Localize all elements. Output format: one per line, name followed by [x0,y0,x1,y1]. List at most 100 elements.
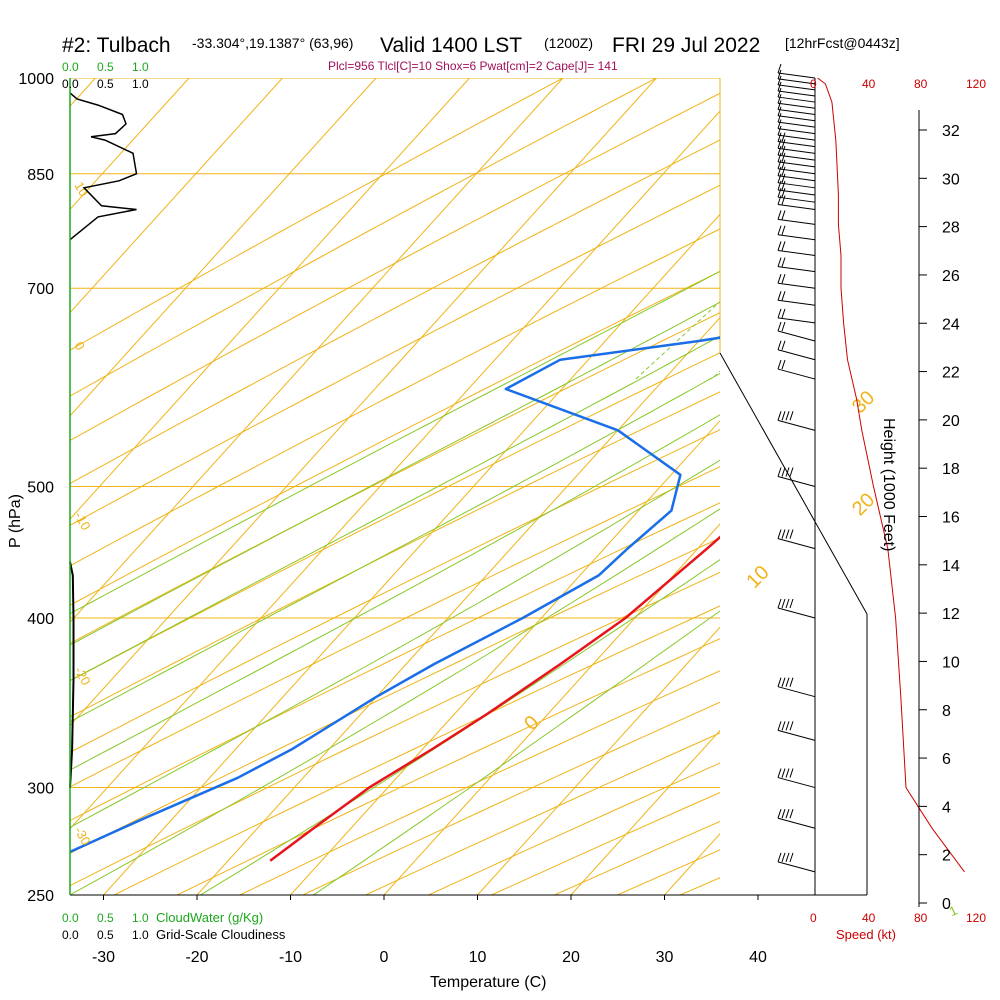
dry-adiabat-line [70,466,720,788]
wind-barb-flag [777,598,782,609]
isotherm-line [70,78,470,520]
pressure-tick-label: 700 [27,281,54,298]
wind-barb-flag [777,100,782,110]
isotherm-line [383,523,720,895]
wind-barb-flag [785,768,790,778]
wind-barb-flag [781,411,786,421]
wind-barb-flag [777,125,782,136]
wind-barb-staff [777,96,816,103]
cloudiness-tick-top: 0.0 [62,77,79,91]
wind-barb-flag [781,173,786,183]
moist-adiabat-line [70,335,720,682]
wind-barb-flag [777,166,782,176]
wind-barb-flag [777,321,782,332]
wind-barb-flag [777,173,782,183]
wind-barb-flag [777,63,782,74]
wind-barb-flag [777,411,782,421]
pressure-tick-label: 1000 [18,71,54,88]
wind-barb-flag [777,529,782,539]
wind-barb-flag [781,152,786,163]
moist-adiabat-line [200,559,720,895]
wind-barb-flag [777,340,782,350]
wind-barb-flag [789,529,794,539]
wind-barb-flag [777,677,782,687]
wind-barb-flag [777,225,782,235]
cloud-water-title: CloudWater (g/Kg) [156,910,263,925]
height-tick-label: 0 [942,896,951,913]
wind-barb-flag [777,87,782,98]
wind-barb-flag [781,159,786,169]
speed-tick-top: 120 [966,77,986,91]
wind-barb-flag [781,852,786,863]
wind-barb-flag [781,188,786,198]
wind-barb-staff [777,476,816,487]
temperature-tick-label: 40 [749,949,767,966]
dry-adiabat-line [70,502,720,822]
wind-barb-staff [777,266,816,273]
title-valid: Valid 1400 LST [380,34,522,57]
wind-barb-flag [777,308,782,319]
speed-tick-bottom: 40 [862,911,876,925]
wind-barb-staff [777,729,816,741]
wind-barb-flag [777,241,782,251]
wind-barb-flag [777,768,782,778]
temperature-tick-label: -10 [279,949,302,966]
wind-barb-flag [777,467,782,477]
dewpoint-line [70,336,720,854]
cloudiness-tick-bottom: 0.5 [97,928,114,942]
moist-adiabat-line [70,414,720,771]
height-tick-label: 16 [942,510,960,527]
wind-barb-flag [785,721,790,731]
wind-barb-staff [777,234,816,241]
pressure-tick-label: 300 [27,781,54,798]
title-coords: -33.304°,19.1387° (63,96) [192,35,353,51]
wind-barb-flag [777,359,782,370]
dry-adiabat-line [806,78,1000,895]
cloud-water-tick-bottom: 0.0 [62,911,79,925]
title-date: FRI 29 Jul 2022 [612,34,760,57]
cloudiness-tick-top: 1.0 [132,77,149,91]
wind-barb-flag [781,359,786,370]
wind-barb-flag [781,139,786,149]
wind-barb-flag [777,94,782,104]
height-tick-label: 2 [942,848,951,865]
wind-barb-flag [781,677,786,687]
wind-barb-flag [789,809,794,819]
isotherm-line [103,213,720,895]
frame-diagonal [719,352,868,615]
wind-barb-flag [785,529,790,539]
wind-barb-flag [789,677,794,687]
pressure-tick-label: 850 [27,167,54,184]
wind-barb-flag [781,340,786,350]
speed-tick-top: 80 [914,77,928,91]
height-tick-label: 30 [942,171,960,188]
wind-barb-flag [777,112,782,123]
dry-adiabat-line [743,78,1000,895]
wind-barb-flag [781,132,786,142]
wind-barb-flag [781,768,786,778]
temperature-tick-label: 30 [656,949,674,966]
temperature-tick-label: 0 [380,949,389,966]
wind-barb-staff [777,317,816,324]
speed-tick-top: 0 [810,77,817,91]
isotherm-line [70,78,283,314]
wind-barb-staff [777,299,816,306]
wind-barb-staff [777,607,816,619]
wind-barb-flag [777,132,782,142]
wind-barb-staff [777,72,816,79]
wind-barb-flag [781,180,786,191]
wind-barb-flag [781,166,786,176]
wind-barb-staff [777,102,816,109]
moist-adiabat-line [70,459,720,828]
dry-adiabat-line [70,312,720,644]
temperature-tick-label: 10 [469,949,487,966]
speed-tick-bottom: 0 [810,911,817,925]
speed-tick-bottom: 80 [914,911,928,925]
height-tick-label: 24 [942,316,960,333]
pressure-axis-title: P (hPa) [7,494,24,548]
speed-axis-title: Speed (kt) [836,927,896,942]
wind-barb-flag [781,145,786,156]
profile-series [70,336,720,862]
dry-adiabat-line [70,270,720,606]
wind-barb-flag [777,809,782,819]
